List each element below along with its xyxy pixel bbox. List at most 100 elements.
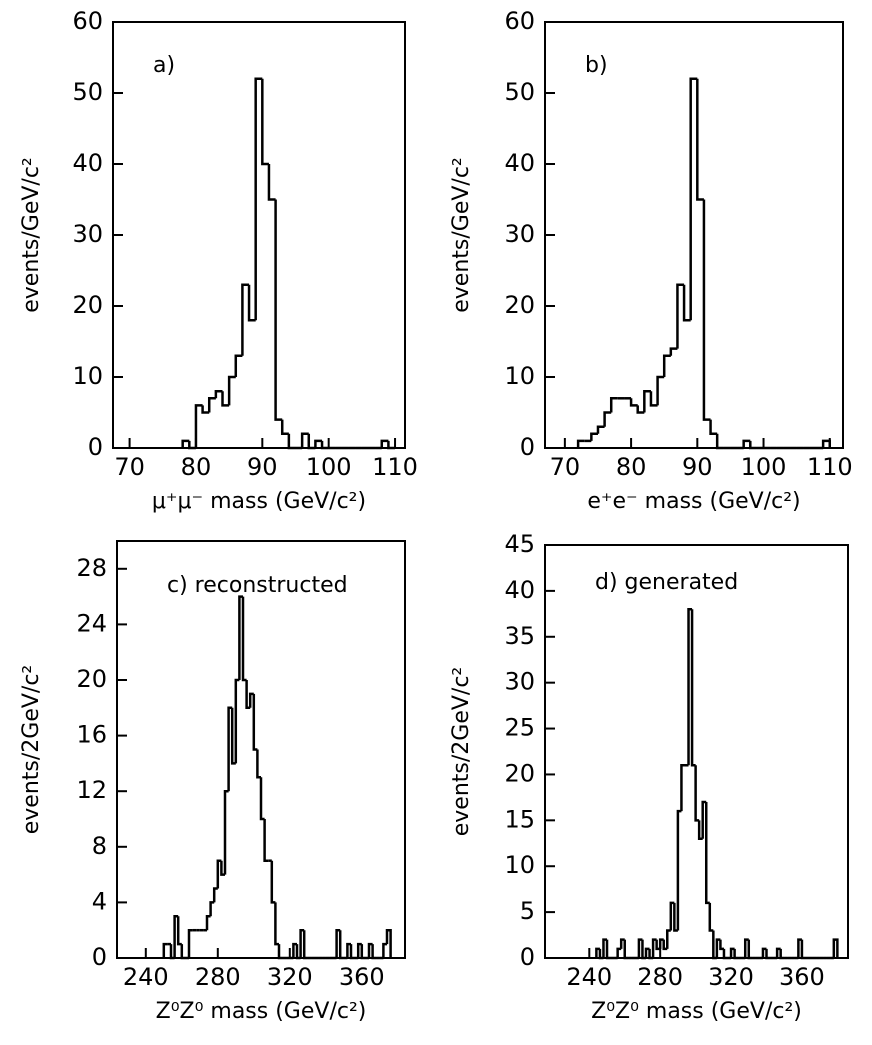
histogram-bin — [658, 938, 664, 949]
y-tick-label: 60 — [504, 7, 535, 35]
histogram-bin — [252, 693, 258, 751]
histogram-bin — [205, 915, 211, 931]
x-tick-label: 280 — [637, 963, 683, 991]
histogram-bin — [223, 789, 229, 875]
panel-label: a) — [153, 53, 175, 78]
y-tick-label: 0 — [92, 943, 107, 971]
histogram-bin — [360, 944, 366, 960]
histogram-bin — [651, 938, 657, 958]
y-tick-label: 30 — [504, 668, 535, 696]
y-tick-label: 10 — [72, 362, 103, 390]
x-axis-label: e⁺e⁻ mass (GeV/c²) — [587, 489, 800, 514]
histogram-bin — [704, 801, 710, 905]
histogram-bin — [775, 947, 781, 958]
histogram-bin — [609, 397, 618, 413]
histogram-bin — [221, 391, 230, 407]
histogram-bin — [669, 901, 675, 931]
y-tick-label: 10 — [504, 851, 535, 879]
histogram-bin — [666, 929, 671, 949]
histogram-bin — [214, 389, 223, 399]
histogram-bin — [649, 391, 658, 407]
x-axis-label: Z⁰Z⁰ mass (GeV/c²) — [156, 999, 367, 1024]
histogram-bin — [637, 938, 643, 958]
plot-frame — [112, 21, 406, 449]
y-tick-label: 12 — [76, 776, 107, 804]
y-tick-label: 10 — [504, 362, 535, 390]
y-tick-label: 30 — [504, 220, 535, 248]
x-axis-label: Z⁰Z⁰ mass (GeV/c²) — [591, 999, 802, 1024]
histogram-bin — [800, 939, 806, 960]
y-tick-label: 0 — [88, 433, 103, 461]
x-tick-label: 100 — [306, 453, 352, 481]
panel: 0 5 10 15 20 25 30 35 40 45 240 280 320 360 d) generat… — [449, 530, 849, 1024]
panel: 0 4 8 12 16 20 24 28 240 280 320 360 c) reconstructe… — [19, 540, 406, 1024]
histogram-bin — [629, 398, 638, 407]
histogram-bin — [194, 404, 203, 448]
plot-frame — [544, 544, 849, 959]
histogram-bin — [162, 942, 168, 958]
histogram-bin — [201, 405, 210, 414]
x-tick-label: 80 — [181, 453, 212, 481]
y-tick-label: 20 — [504, 759, 535, 787]
histogram-bin — [694, 765, 700, 822]
histogram-bin — [697, 820, 703, 840]
x-tick-label: 90 — [682, 453, 713, 481]
histogram-bin — [247, 284, 256, 322]
y-tick-label: 16 — [76, 721, 107, 749]
histogram-bin — [338, 930, 344, 960]
histogram-bin — [722, 948, 728, 960]
histogram-bin — [761, 947, 767, 958]
histogram-bin — [742, 439, 751, 448]
histogram-bin — [636, 405, 645, 414]
panel-label: d) generated — [595, 570, 738, 595]
histogram-bin — [212, 887, 218, 903]
histogram-bin — [385, 928, 392, 958]
x-tick-label: 360 — [779, 963, 825, 991]
y-tick-label: 0 — [520, 433, 535, 461]
histogram-bin — [227, 375, 236, 406]
histogram-bin — [676, 283, 685, 349]
histogram-bin — [261, 78, 269, 166]
panel-label: c) reconstructed — [167, 573, 348, 598]
histogram-bin — [797, 938, 802, 958]
histogram-bin — [709, 419, 718, 436]
histogram-bin — [270, 860, 276, 904]
histogram-bin — [680, 764, 685, 812]
histogram-bin — [382, 942, 387, 958]
histogram-bin — [387, 440, 396, 450]
histogram-bin — [682, 284, 691, 322]
x-tick-label: 360 — [339, 963, 385, 991]
histogram-bin — [302, 930, 308, 960]
histogram-bin — [595, 947, 600, 958]
y-tick-label: 20 — [72, 291, 103, 319]
histogram-bin — [729, 947, 735, 958]
y-tick-label: 50 — [504, 78, 535, 106]
histogram-bin — [280, 419, 289, 436]
y-tick-label: 20 — [76, 665, 107, 693]
y-tick-label: 30 — [72, 220, 103, 248]
histogram-bin — [623, 939, 629, 960]
y-tick-label: 15 — [504, 805, 535, 833]
histogram-bin — [747, 939, 753, 960]
x-tick-label: 110 — [372, 453, 418, 481]
histogram-bin — [779, 948, 785, 960]
histogram-bin — [234, 354, 243, 377]
histogram-bin — [259, 777, 265, 821]
y-tick-label: 20 — [504, 291, 535, 319]
histogram-bin — [371, 944, 377, 960]
histogram-bin — [234, 678, 240, 764]
histogram-bin — [765, 948, 771, 960]
histogram-bin — [180, 944, 186, 960]
x-tick-label: 70 — [114, 453, 145, 481]
histogram-bin — [662, 354, 671, 377]
histogram-bin — [241, 596, 247, 682]
histogram-bin — [314, 439, 323, 448]
y-axis-label: events/GeV/c² — [19, 157, 44, 313]
y-tick-label: 45 — [504, 530, 535, 558]
histogram-bin — [687, 607, 693, 766]
y-tick-label: 28 — [76, 554, 107, 582]
x-tick-label: 320 — [267, 963, 313, 991]
histogram-bin — [690, 609, 696, 767]
x-tick-label: 90 — [247, 453, 278, 481]
